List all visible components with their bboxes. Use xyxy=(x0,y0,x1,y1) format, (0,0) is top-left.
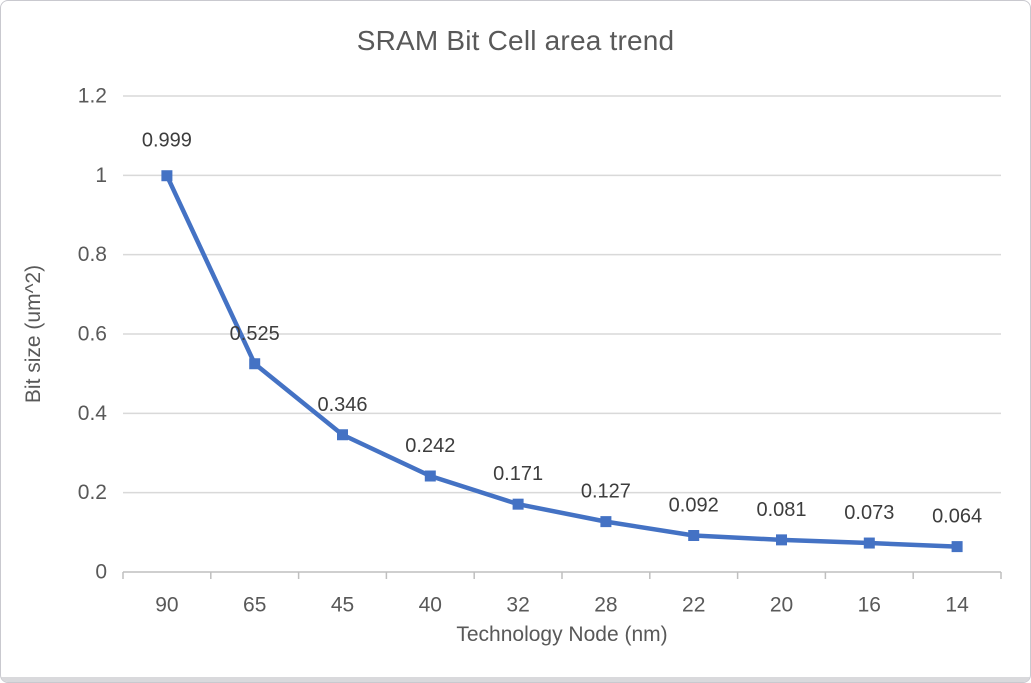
y-tick-label: 1 xyxy=(95,164,107,187)
data-label: 0.171 xyxy=(493,463,543,485)
chart-title: SRAM Bit Cell area trend xyxy=(356,25,675,56)
x-tick-label: 22 xyxy=(682,594,705,617)
y-tick-label: 1.2 xyxy=(78,85,107,108)
y-tick-label: 0.2 xyxy=(78,481,107,504)
data-point-marker xyxy=(600,516,612,528)
data-point-marker xyxy=(512,498,524,510)
y-tick-label: 0 xyxy=(95,561,107,584)
x-tick-label: 28 xyxy=(594,594,617,617)
data-point-marker xyxy=(951,541,963,553)
x-tick-label: 90 xyxy=(155,594,178,617)
data-label: 0.073 xyxy=(844,502,894,524)
window-bottom-edge xyxy=(1,677,1030,682)
data-point-marker xyxy=(688,530,700,542)
data-label: 0.127 xyxy=(581,481,631,503)
x-tick-label: 40 xyxy=(419,594,442,617)
data-label: 0.999 xyxy=(142,130,192,152)
data-label: 0.242 xyxy=(405,435,455,457)
data-point-marker xyxy=(161,170,173,182)
x-tick-label: 20 xyxy=(770,594,793,617)
x-tick-label: 14 xyxy=(945,594,969,617)
y-tick-label: 0.6 xyxy=(78,323,107,346)
data-point-marker xyxy=(424,470,436,482)
y-tick-label: 0.8 xyxy=(78,243,107,266)
data-point-marker xyxy=(863,537,875,549)
x-tick-label: 32 xyxy=(506,594,529,617)
data-label: 0.092 xyxy=(669,495,719,517)
data-point-marker xyxy=(249,358,261,370)
x-axis-title: Technology Node (nm) xyxy=(456,623,668,646)
data-label: 0.525 xyxy=(230,323,280,345)
data-point-marker xyxy=(776,534,787,546)
data-label: 0.081 xyxy=(756,499,806,521)
x-tick-label: 45 xyxy=(331,594,354,617)
series-line xyxy=(164,173,960,549)
data-point-marker xyxy=(337,429,348,441)
data-label: 0.346 xyxy=(317,394,367,416)
y-tick-label: 0.4 xyxy=(78,402,108,425)
data-label: 0.064 xyxy=(932,506,982,528)
x-tick-label: 65 xyxy=(243,594,266,617)
x-tick-label: 16 xyxy=(858,594,881,617)
